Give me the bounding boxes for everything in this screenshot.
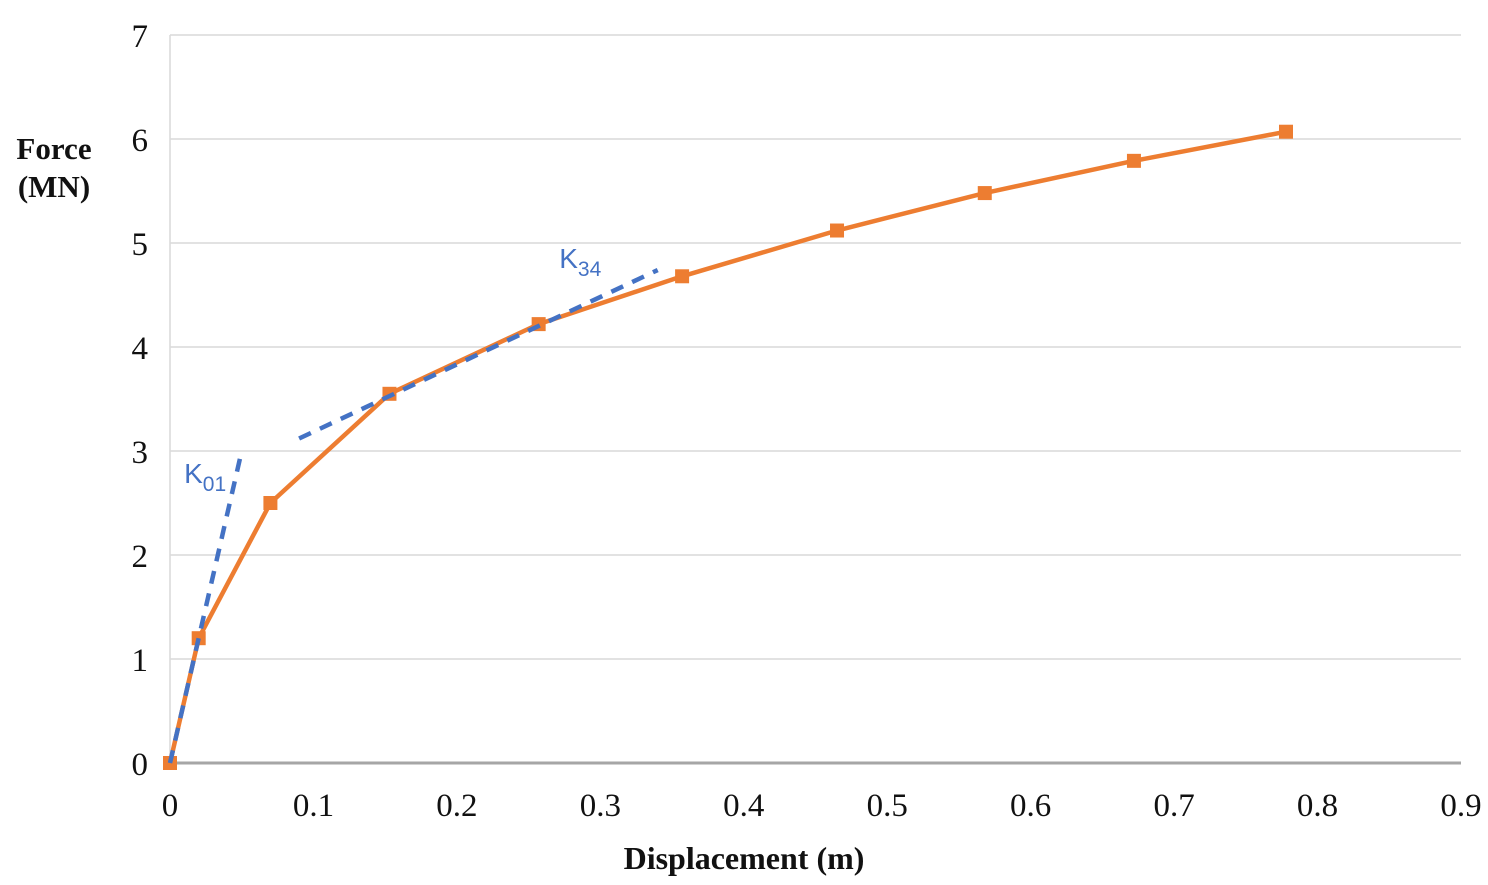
force-displacement-curve-marker-2 (263, 496, 278, 510)
y-tick-label-2: 2 (132, 539, 149, 575)
y-axis-title-line1: Force (16, 131, 92, 166)
x-tick-label-0.4: 0.4 (723, 788, 764, 824)
y-tick-label-5: 5 (132, 227, 149, 263)
x-tick-label-0.2: 0.2 (436, 788, 477, 824)
force-displacement-curve-marker-5 (675, 269, 690, 284)
force-displacement-curve-marker-8 (1126, 153, 1141, 168)
x-tick-label-0: 0 (162, 788, 179, 824)
K34-stiffness-line (298, 268, 659, 441)
K01-label: K01 (184, 458, 226, 496)
x-axis-title: Displacement (m) (623, 840, 865, 876)
y-tick-label-3: 3 (132, 435, 149, 471)
force-displacement-curve-line (167, 129, 1287, 764)
force-displacement-curve-marker-1 (191, 631, 206, 646)
x-tick-label-0.8: 0.8 (1297, 788, 1338, 824)
force-displacement-curve-marker-7 (977, 186, 992, 201)
x-tick-label-0.6: 0.6 (1010, 788, 1051, 824)
y-tick-label-4: 4 (132, 331, 149, 367)
K34-label: K34 (559, 243, 601, 281)
y-axis-title-line2: (MN) (17, 169, 91, 204)
force-displacement-curve-marker-9 (1278, 124, 1293, 139)
x-tick-label-0.1: 0.1 (293, 788, 334, 824)
y-tick-label-7: 7 (132, 19, 149, 55)
x-tick-label-0.9: 0.9 (1440, 788, 1481, 824)
x-tick-label-0.3: 0.3 (580, 788, 621, 824)
x-tick-label-0.7: 0.7 (1153, 788, 1194, 824)
force-displacement-curve-marker-6 (830, 223, 845, 238)
y-tick-label-0: 0 (132, 747, 149, 783)
K01-stiffness-line (167, 450, 244, 764)
x-tick-label-0.5: 0.5 (867, 788, 908, 824)
y-axis-title: Force (MN) (6, 130, 102, 206)
y-tick-label-1: 1 (132, 643, 149, 679)
y-tick-label-6: 6 (132, 123, 149, 159)
